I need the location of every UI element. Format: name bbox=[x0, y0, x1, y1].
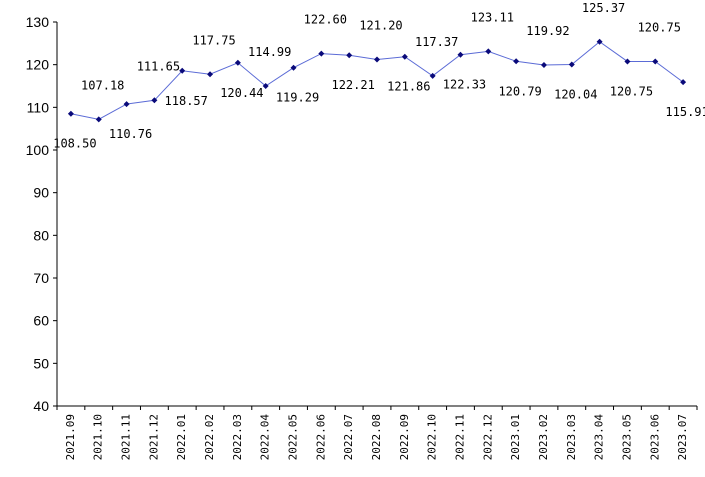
x-tick-label: 2021.09 bbox=[64, 414, 77, 460]
data-point bbox=[401, 53, 408, 60]
y-tick-label: 90 bbox=[33, 185, 49, 201]
y-tick-label: 100 bbox=[26, 142, 50, 158]
data-point bbox=[624, 58, 631, 65]
data-point bbox=[123, 101, 130, 108]
data-point bbox=[290, 64, 297, 71]
data-label: 122.21 bbox=[331, 78, 374, 92]
y-tick-label: 120 bbox=[26, 57, 50, 73]
x-tick-label: 2022.07 bbox=[342, 414, 355, 460]
data-point bbox=[346, 52, 353, 59]
data-label: 122.60 bbox=[304, 13, 347, 27]
x-tick-label: 2023.06 bbox=[648, 414, 661, 460]
x-tick-label: 2021.11 bbox=[120, 414, 133, 460]
data-point bbox=[374, 56, 380, 63]
x-tick-label: 2023.04 bbox=[593, 414, 606, 461]
data-point bbox=[262, 83, 269, 90]
series-line bbox=[70, 41, 684, 120]
y-tick-label: 50 bbox=[33, 355, 49, 371]
data-point bbox=[680, 79, 687, 86]
x-tick-label: 2022.10 bbox=[426, 414, 439, 460]
data-label: 123.11 bbox=[471, 10, 514, 24]
y-tick-label: 40 bbox=[33, 398, 49, 414]
x-tick-label: 2022.05 bbox=[287, 414, 300, 460]
y-axis: 40 50 60 70 80 90 100 110 120 130 bbox=[26, 14, 58, 414]
data-point bbox=[207, 71, 214, 78]
data-point bbox=[318, 50, 325, 57]
data-label: 120.75 bbox=[610, 84, 653, 98]
data-label: 118.57 bbox=[165, 94, 208, 108]
data-point bbox=[568, 61, 575, 68]
data-label: 120.44 bbox=[220, 86, 263, 100]
data-point bbox=[151, 97, 158, 104]
y-tick-label: 130 bbox=[26, 14, 50, 30]
data-point bbox=[179, 67, 186, 74]
x-tick-label: 2022.09 bbox=[398, 414, 411, 460]
data-point bbox=[485, 48, 492, 55]
x-tick-label: 2023.02 bbox=[537, 414, 550, 460]
y-tick-label: 70 bbox=[33, 270, 49, 286]
x-tick-label: 2021.10 bbox=[92, 414, 105, 460]
x-tick-label: 2022.01 bbox=[175, 414, 188, 460]
data-label: 117.75 bbox=[192, 33, 235, 47]
data-point bbox=[596, 38, 603, 45]
x-tick-label: 2022.03 bbox=[231, 414, 244, 460]
data-label: 119.92 bbox=[526, 24, 569, 38]
data-point bbox=[457, 51, 464, 58]
data-label: 108.50 bbox=[53, 137, 96, 151]
x-tick-label: 2023.01 bbox=[509, 414, 522, 460]
data-label: 111.65 bbox=[137, 59, 180, 73]
y-tick-label: 80 bbox=[33, 227, 49, 243]
x-tick-label: 2021.12 bbox=[147, 414, 160, 460]
data-label: 120.75 bbox=[638, 20, 681, 34]
data-label: 125.37 bbox=[582, 1, 625, 15]
x-tick-label: 2022.12 bbox=[481, 414, 494, 460]
data-label: 122.33 bbox=[443, 78, 486, 92]
x-tick-label: 2022.02 bbox=[203, 414, 216, 460]
x-tick-label: 2022.08 bbox=[370, 414, 383, 460]
data-point bbox=[429, 72, 436, 79]
data-label: 114.99 bbox=[248, 45, 291, 59]
data-labels: 108.50 107.18 110.76 111.65 118.57 117.75 120.… bbox=[53, 1, 705, 151]
data-label: 107.18 bbox=[81, 78, 124, 92]
data-point bbox=[234, 59, 241, 66]
data-label: 121.20 bbox=[359, 19, 402, 33]
data-label: 120.79 bbox=[498, 84, 541, 98]
series bbox=[67, 38, 687, 123]
data-point bbox=[652, 58, 659, 65]
x-tick-label: 2022.04 bbox=[259, 414, 272, 461]
data-label: 117.37 bbox=[415, 35, 458, 49]
data-label: 120.04 bbox=[554, 87, 597, 101]
x-tick-label: 2022.06 bbox=[314, 414, 327, 460]
data-label: 121.86 bbox=[387, 80, 430, 94]
y-tick-label: 110 bbox=[27, 99, 50, 115]
x-tick-label: 2023.03 bbox=[565, 414, 578, 460]
x-axis: 2021.09 2021.10 2021.11 2021.12 2022.01 2022.… bbox=[56, 405, 698, 461]
data-point bbox=[67, 110, 74, 117]
data-label: 115.91 bbox=[665, 105, 705, 119]
data-label: 119.29 bbox=[276, 91, 319, 105]
x-tick-label: 2022.11 bbox=[453, 414, 466, 460]
y-tick-label: 60 bbox=[33, 313, 49, 329]
data-point bbox=[513, 58, 520, 65]
x-tick-label: 2023.05 bbox=[620, 414, 633, 460]
data-label: 110.76 bbox=[109, 127, 152, 141]
data-point bbox=[95, 116, 102, 123]
data-point bbox=[540, 62, 547, 69]
x-tick-label: 2023.07 bbox=[676, 414, 689, 460]
